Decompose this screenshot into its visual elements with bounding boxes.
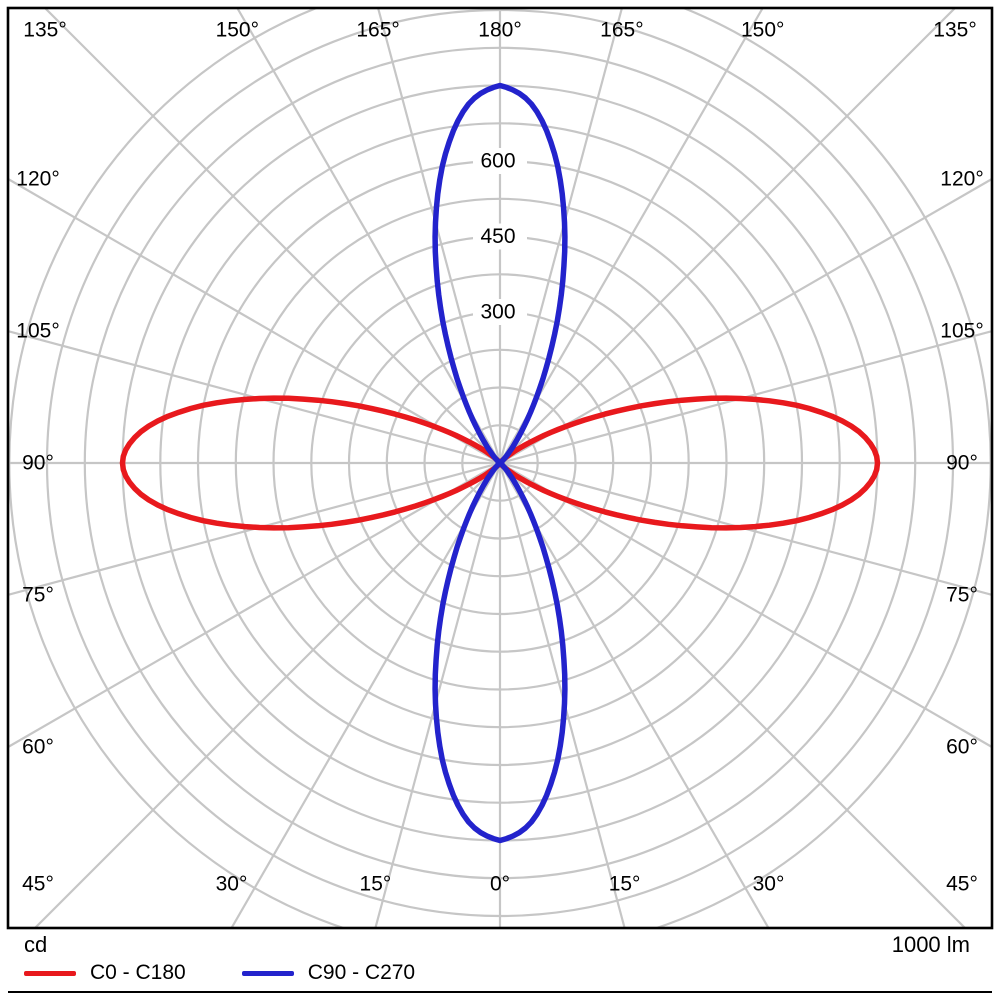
grid-ray-30 [499, 462, 770, 928]
radial-tick-mask-600 [473, 148, 527, 174]
c90-c270-line-swatch [241, 970, 294, 976]
angle-label-270: 90° [22, 452, 54, 475]
angle-label-345: 15° [360, 873, 392, 896]
angle-label-210: 150° [216, 19, 259, 42]
grid-ray-135 [499, 8, 957, 464]
legend: C0 - C180 C90 - C270 [0, 959, 1000, 987]
grid-ray-195 [376, 8, 502, 464]
grid-ray-285 [8, 461, 501, 596]
bottom-divider [8, 991, 992, 993]
angle-label-60: 60° [946, 736, 978, 759]
angle-label-30: 30° [753, 873, 785, 896]
angle-label-150: 150° [741, 19, 784, 42]
angle-label-195: 165° [356, 19, 399, 42]
legend-item-c90-c270: C90 - C270 [241, 961, 416, 985]
angle-label-240: 120° [16, 167, 59, 190]
grid-ray-210 [236, 8, 501, 464]
angle-label-135: 135° [933, 19, 976, 42]
legend-label-c90-c270: C90 - C270 [307, 961, 416, 984]
angle-label-75: 75° [946, 583, 978, 606]
angle-label-15: 15° [609, 873, 641, 896]
grid-ray-105 [499, 330, 992, 465]
radial-tick-label-450: 450 [480, 225, 515, 248]
angle-label-255: 105° [16, 320, 59, 343]
angle-label-0: 0° [490, 873, 510, 896]
angle-label-330: 30° [216, 873, 248, 896]
grid-ray-75 [499, 461, 992, 596]
grid-ray-150 [499, 8, 764, 464]
grid-ray-60 [499, 462, 992, 749]
grid-ray-120 [499, 177, 992, 464]
radial-tick-label-600: 600 [480, 150, 515, 173]
grid-ray-15 [498, 462, 626, 928]
grid-ray-300 [8, 462, 501, 749]
grid-ray-225 [43, 8, 501, 464]
legend-item-c0-c180: C0 - C180 [24, 961, 186, 985]
angle-label-45: 45° [946, 873, 978, 896]
luminous-flux-label: 1000 lm [891, 932, 970, 957]
angle-label-225: 135° [23, 19, 66, 42]
radial-tick-mask-300 [473, 299, 527, 325]
polar-diagram: 300 450 600 0° 15° 30° 45° 60° 75° 90° 105° 120° 135… [6, 6, 994, 930]
grid-ray-255 [8, 330, 501, 465]
angle-label-90: 90° [946, 452, 978, 475]
unit-candela-label: cd [24, 932, 48, 957]
grid-ray-240 [8, 177, 501, 464]
angle-label-180: 180° [478, 19, 521, 42]
legend-label-c0-c180: C0 - C180 [90, 961, 186, 984]
grid-ray-330 [230, 462, 501, 928]
grid-ray-315 [33, 462, 501, 928]
grid-ray-45 [499, 462, 967, 928]
radial-tick-mask-450 [473, 223, 527, 250]
plot-border [6, 6, 994, 930]
angle-label-105: 105° [940, 320, 983, 343]
angle-label-300: 60° [22, 736, 54, 759]
angle-label-285: 75° [22, 583, 54, 606]
grid-ray-345 [374, 462, 502, 928]
angle-label-120: 120° [940, 167, 983, 190]
angle-label-315: 45° [22, 873, 54, 896]
grid-ray-165 [498, 8, 624, 464]
curve-c90-c270 [432, 82, 568, 844]
c0-c180-line-swatch [24, 970, 76, 976]
units-row: cd 1000 lm [0, 930, 1000, 958]
radial-tick-label-300: 300 [480, 301, 515, 324]
angle-label-165: 165° [600, 19, 643, 42]
